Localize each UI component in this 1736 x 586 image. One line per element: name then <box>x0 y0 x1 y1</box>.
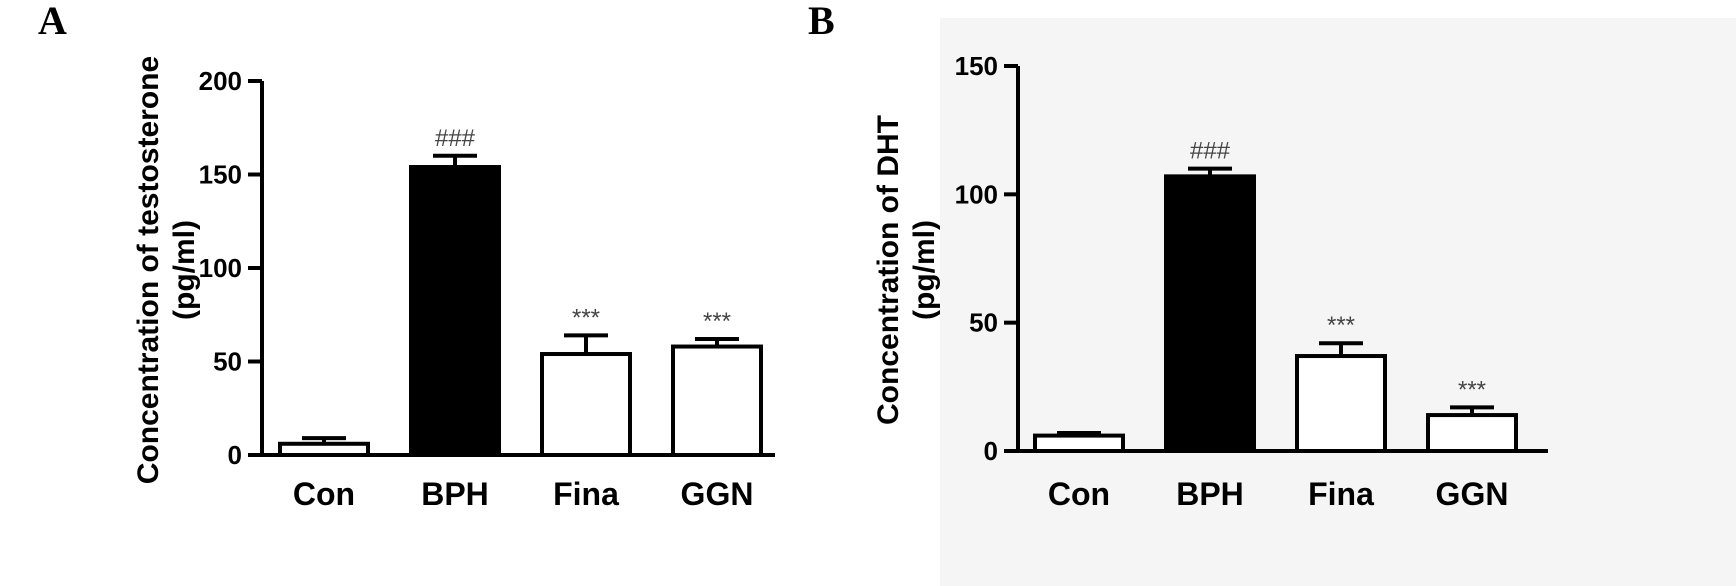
x-tick-label: GGN <box>1436 476 1509 512</box>
y-axis-label-line-2: (pg/ml) <box>908 220 941 320</box>
y-tick-label: 150 <box>955 51 998 81</box>
x-tick-label: Fina <box>1308 476 1374 512</box>
y-tick-label: 50 <box>213 347 242 377</box>
x-tick-label: BPH <box>421 476 489 512</box>
x-tick-label: Con <box>293 476 355 512</box>
bar-fina <box>1295 354 1387 453</box>
significance-annotation: *** <box>572 304 600 331</box>
bar-bph <box>409 165 501 458</box>
y-tick-label: 200 <box>199 66 242 96</box>
significance-annotation: *** <box>1458 376 1486 403</box>
bar-con <box>1033 433 1125 454</box>
panel-b: B Concentration of DHT (pg/ml) 0 50 100 150… <box>808 0 1736 586</box>
y-axis-label-b: Concentration of DHT (pg/ml) <box>872 115 941 425</box>
bar-ggn <box>1426 413 1518 454</box>
significance-annotation: *** <box>1327 312 1355 339</box>
bar-ggn <box>671 344 763 458</box>
plot-area-b: 0 50 100 150 Con ### BPH *** Fina *** GGN <box>955 51 1548 512</box>
plot-area-a: 0 50 100 150 200 Con ### BPH *** Fina *** GGN <box>199 66 775 512</box>
bar-bph <box>1164 174 1256 453</box>
significance-annotation: ### <box>435 125 476 152</box>
y-axis-label-line-1: Concentration of testosterone <box>132 56 165 484</box>
bar-fina <box>540 352 632 457</box>
x-tick-label: BPH <box>1176 476 1244 512</box>
y-tick-label: 100 <box>955 179 998 209</box>
x-tick-label: GGN <box>681 476 754 512</box>
y-tick-label: 150 <box>199 160 242 190</box>
y-tick-label: 50 <box>969 308 998 338</box>
x-tick-label: Fina <box>553 476 619 512</box>
panel-letter-a: A <box>38 0 67 43</box>
y-tick-label: 0 <box>228 440 242 470</box>
panel-a: A Concentration of testosterone (pg/ml) … <box>38 0 775 512</box>
significance-annotation: *** <box>703 308 731 335</box>
significance-annotation: ### <box>1190 138 1231 165</box>
y-tick-label: 0 <box>984 436 998 466</box>
panel-letter-b: B <box>808 0 835 43</box>
y-tick-label: 100 <box>199 253 242 283</box>
y-axis-label-a: Concentration of testosterone (pg/ml) <box>132 56 201 484</box>
y-axis-label-line-2: (pg/ml) <box>168 220 201 320</box>
bar-con <box>278 441 370 457</box>
panel-b-background <box>940 18 1736 586</box>
x-tick-label: Con <box>1048 476 1110 512</box>
y-axis-label-line-1: Concentration of DHT <box>872 115 905 425</box>
